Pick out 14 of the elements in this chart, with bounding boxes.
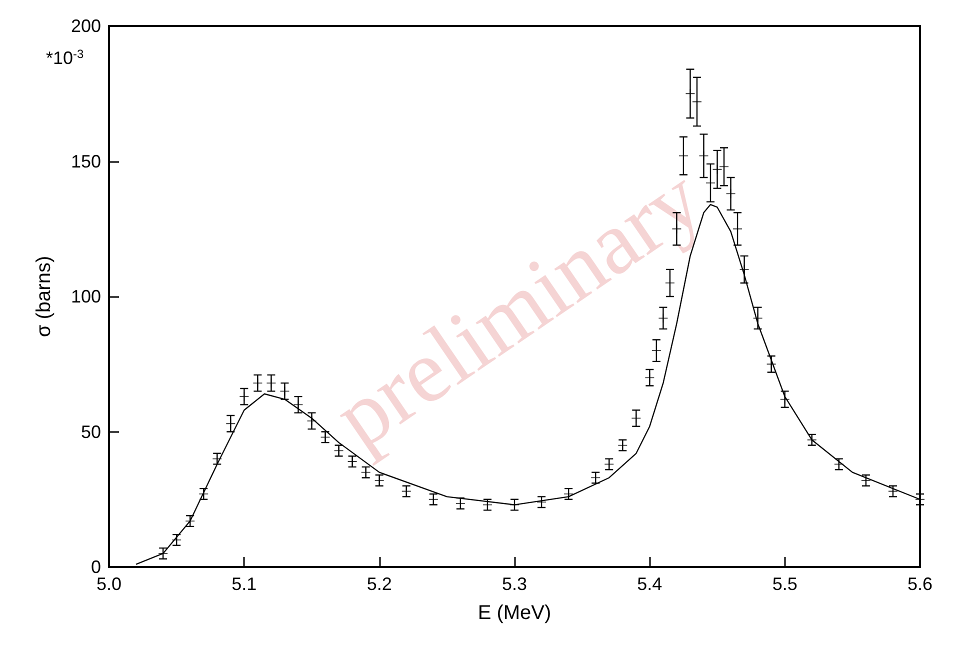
y-tick-label: 0 xyxy=(90,557,101,577)
y-tick-label: 100 xyxy=(70,286,101,306)
y-axis-title: σ (barns) xyxy=(33,256,55,338)
x-tick-label: 5.0 xyxy=(96,574,122,594)
x-tick-label: 5.6 xyxy=(907,574,933,594)
y-tick-label: 50 xyxy=(80,422,101,442)
x-tick-label: 5.1 xyxy=(232,574,257,594)
y-tick-label: 150 xyxy=(70,151,101,172)
x-tick-label: 5.2 xyxy=(366,574,392,594)
x-tick-label: 5.4 xyxy=(637,574,662,594)
x-tick-label: 5.3 xyxy=(502,574,528,594)
y-tick-label: 200 xyxy=(70,16,101,36)
x-axis-title: E (MeV) xyxy=(478,602,552,624)
x-tick-label: 5.5 xyxy=(772,574,798,594)
